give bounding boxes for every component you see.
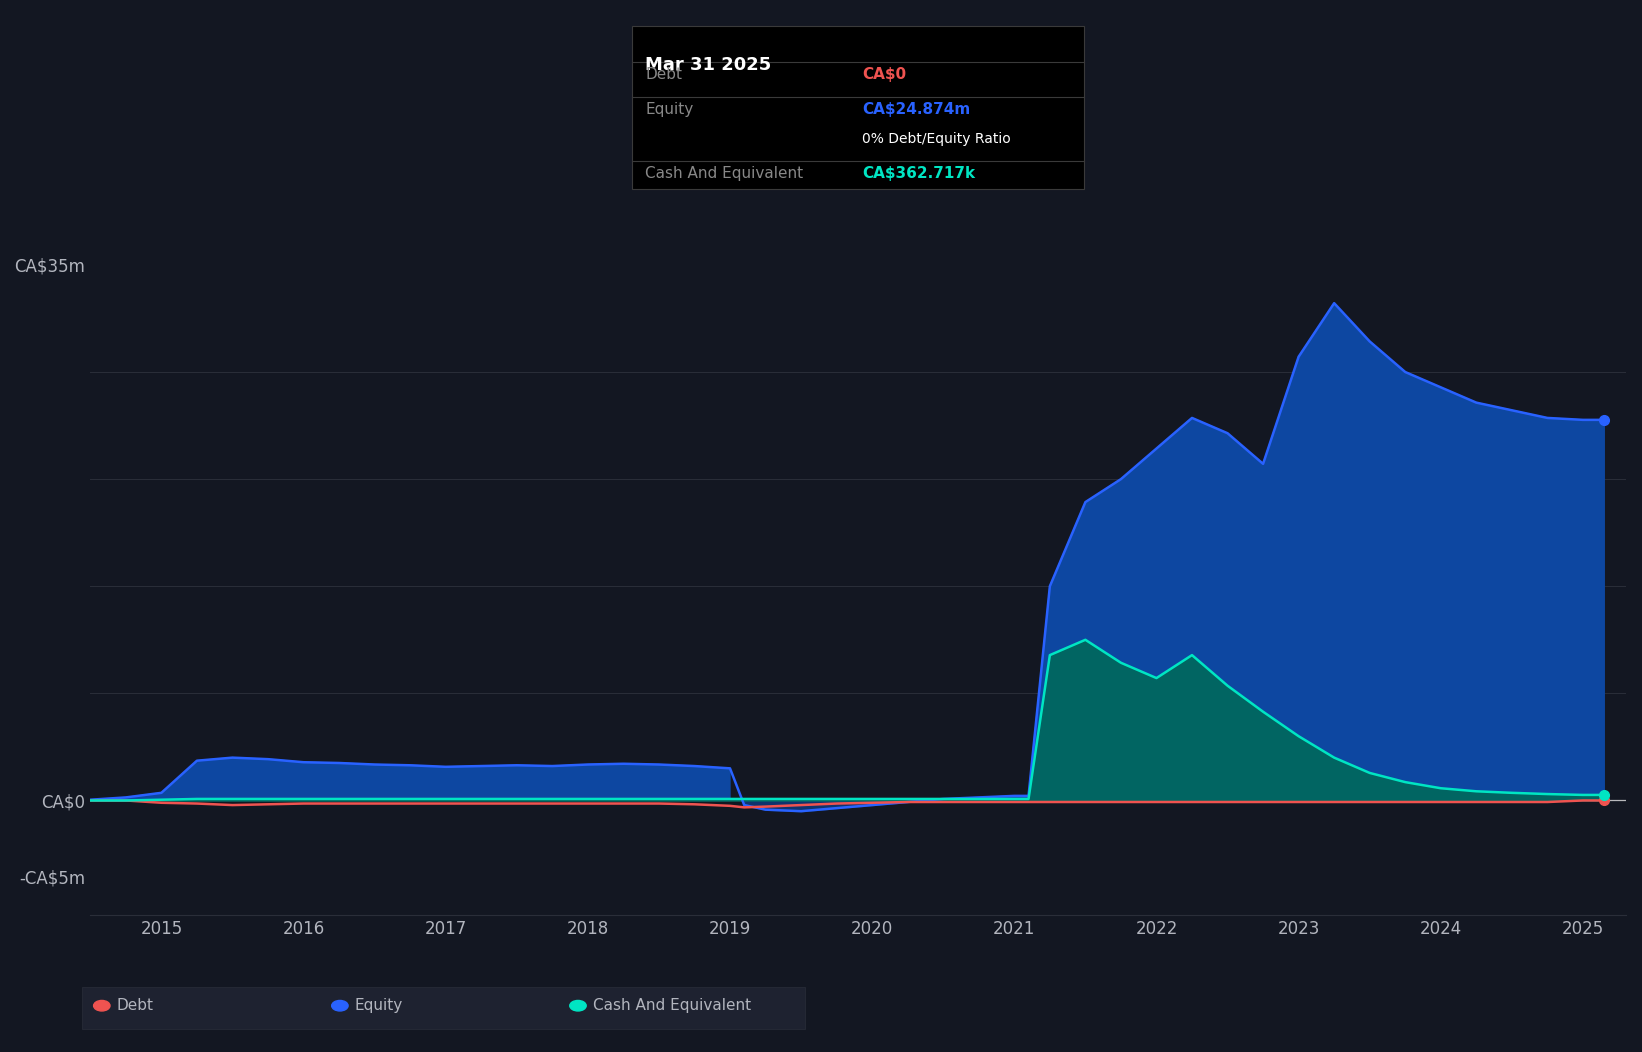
Text: Cash And Equivalent: Cash And Equivalent xyxy=(593,998,750,1013)
Text: CA$0: CA$0 xyxy=(862,67,906,82)
Text: CA$24.874m: CA$24.874m xyxy=(862,102,970,117)
Text: Equity: Equity xyxy=(355,998,402,1013)
Text: Debt: Debt xyxy=(645,67,683,82)
Text: Mar 31 2025: Mar 31 2025 xyxy=(645,56,772,74)
Text: Equity: Equity xyxy=(645,102,693,117)
Text: 0% Debt/Equity Ratio: 0% Debt/Equity Ratio xyxy=(862,132,1011,145)
Text: Debt: Debt xyxy=(117,998,154,1013)
Text: CA$362.717k: CA$362.717k xyxy=(862,166,975,181)
Text: Cash And Equivalent: Cash And Equivalent xyxy=(645,166,803,181)
